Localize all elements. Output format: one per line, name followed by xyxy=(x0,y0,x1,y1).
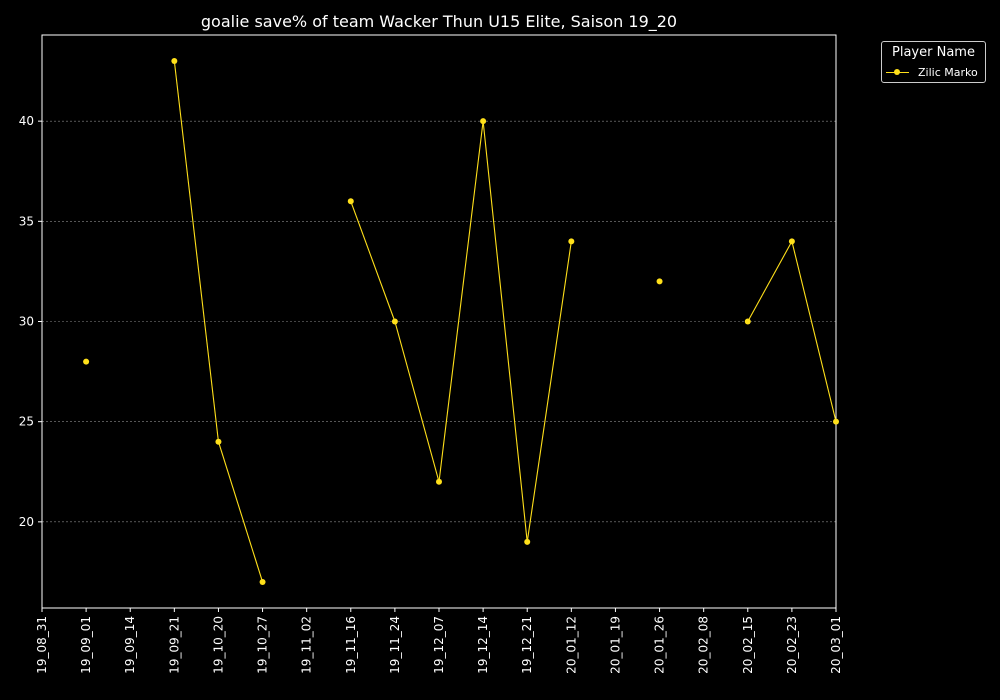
x-tick-label: 19_12_21 xyxy=(520,616,534,674)
gridlines xyxy=(42,120,836,523)
series-line-segment xyxy=(173,60,219,442)
data-point xyxy=(391,318,398,325)
x-tick-label: 19_11_02 xyxy=(300,616,314,674)
y-tick-label: 30 xyxy=(19,315,34,329)
x-tick-label: 20_02_15 xyxy=(741,616,755,674)
data-point xyxy=(347,198,354,205)
series-line-segment xyxy=(482,121,528,542)
y-tick-label: 25 xyxy=(19,415,34,429)
x-tick-label: 19_11_16 xyxy=(344,616,358,674)
y-tick-label: 20 xyxy=(19,515,34,529)
x-tick-label: 19_08_31 xyxy=(35,616,49,674)
data-point xyxy=(215,438,222,445)
x-tick-label: 20_03_01 xyxy=(829,616,843,674)
legend: Player Name Zilic Marko xyxy=(881,41,986,83)
y-tick-label: 40 xyxy=(19,114,34,128)
series-line-segment xyxy=(526,241,572,542)
y-tick-label: 35 xyxy=(19,214,34,228)
series-line-segment xyxy=(791,241,837,422)
legend-marker-swatch xyxy=(894,69,900,75)
x-tick-label: 19_09_21 xyxy=(167,616,181,674)
data-point xyxy=(833,418,839,425)
series-line-segment xyxy=(350,201,396,322)
data-point xyxy=(436,478,442,485)
data-point xyxy=(259,578,266,585)
x-tick-label: 20_01_12 xyxy=(564,616,578,674)
legend-title: Player Name xyxy=(892,45,975,60)
x-tick-label: 19_11_24 xyxy=(388,616,402,674)
data-point xyxy=(171,58,178,65)
x-tick-label: 20_02_23 xyxy=(785,616,799,674)
series-line-segment xyxy=(217,441,264,583)
legend-label: Zilic Marko xyxy=(918,66,978,79)
chart-title: goalie save% of team Wacker Thun U15 Eli… xyxy=(200,12,678,31)
series-lines xyxy=(173,60,837,583)
x-tick-label: 19_10_27 xyxy=(256,616,270,674)
x-tick-label: 19_09_14 xyxy=(123,616,137,674)
data-point xyxy=(744,318,751,325)
series-line-segment xyxy=(747,241,793,322)
x-tick-label: 20_02_08 xyxy=(697,616,711,674)
y-axis: 20 25 30 35 40 xyxy=(19,114,42,529)
data-point xyxy=(656,278,663,285)
x-tick-label: 20_01_26 xyxy=(653,616,667,674)
data-point xyxy=(480,118,487,125)
x-tick-label: 19_12_14 xyxy=(476,616,490,674)
x-axis: 19_08_31 19_09_01 19_09_14 19_09_21 19_10_20… xyxy=(35,608,843,674)
legend-entry: Zilic Marko xyxy=(886,66,984,80)
data-point xyxy=(524,538,531,545)
series-points xyxy=(83,58,839,585)
series-line-segment xyxy=(438,121,484,482)
x-tick-label: 19_09_01 xyxy=(79,616,93,674)
x-tick-label: 19_12_07 xyxy=(432,616,446,674)
data-point xyxy=(788,238,795,245)
x-tick-label: 20_01_19 xyxy=(608,616,622,674)
x-tick-label: 19_10_20 xyxy=(211,616,225,674)
data-point xyxy=(83,358,90,365)
data-point xyxy=(568,238,575,245)
series-line-segment xyxy=(394,321,440,482)
